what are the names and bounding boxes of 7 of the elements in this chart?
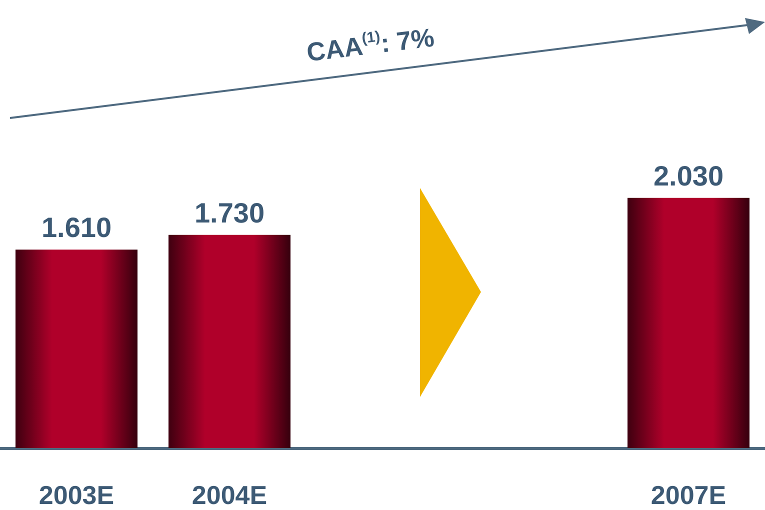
data-label: 2.030: [653, 160, 724, 192]
x-tick-label: 2003E: [38, 480, 114, 510]
text: CAA(1): 7%: [304, 22, 436, 68]
x-tick-label: 2004E: [192, 480, 268, 510]
x-tick-label: 2007E: [650, 480, 726, 510]
data-label: 1.730: [194, 197, 265, 228]
data-label: 1.610: [41, 212, 112, 244]
